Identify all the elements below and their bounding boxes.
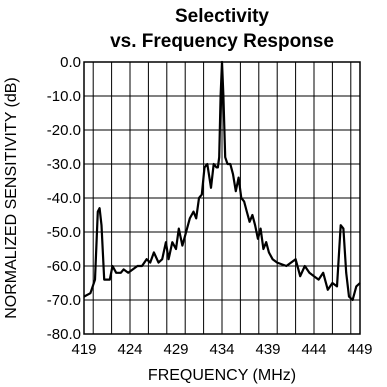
chart-title: Selectivity bbox=[175, 6, 269, 27]
x-tick-label: 419 bbox=[71, 341, 96, 358]
x-axis-label: FREQUENCY (MHz) bbox=[148, 367, 296, 384]
plot-frame bbox=[83, 61, 361, 335]
x-tick-label: 449 bbox=[347, 341, 372, 358]
y-axis-ticks: 0.0 -10.0 -20.0 -30.0 -40.0 -50.0 -60.0 -70.0 -8… bbox=[47, 54, 81, 343]
y-tick-label: -10.0 bbox=[47, 88, 81, 105]
y-tick-label: -50.0 bbox=[47, 224, 81, 241]
x-tick-label: 439 bbox=[255, 341, 280, 358]
y-tick-label: -30.0 bbox=[47, 156, 81, 173]
series-group bbox=[83, 60, 361, 302]
chart-subtitle: vs. Frequency Response bbox=[110, 31, 334, 52]
x-tick-label: 424 bbox=[117, 341, 142, 358]
y-tick-label: 0.0 bbox=[60, 54, 81, 71]
y-tick-label: -80.0 bbox=[47, 326, 81, 343]
x-tick-label: 434 bbox=[209, 341, 234, 358]
x-axis-ticks: 419 424 429 434 439 444 449 bbox=[71, 341, 372, 358]
grid-lines bbox=[84, 62, 360, 334]
x-tick-label: 444 bbox=[301, 341, 326, 358]
y-tick-label: -70.0 bbox=[47, 292, 81, 309]
y-tick-label: -40.0 bbox=[47, 190, 81, 207]
y-tick-label: -20.0 bbox=[47, 122, 81, 139]
y-axis-label: NORMALIZED SENSITIVITY (dB) bbox=[3, 77, 20, 319]
x-tick-label: 429 bbox=[163, 341, 188, 358]
y-tick-label: -60.0 bbox=[47, 258, 81, 275]
series-line bbox=[83, 60, 361, 302]
